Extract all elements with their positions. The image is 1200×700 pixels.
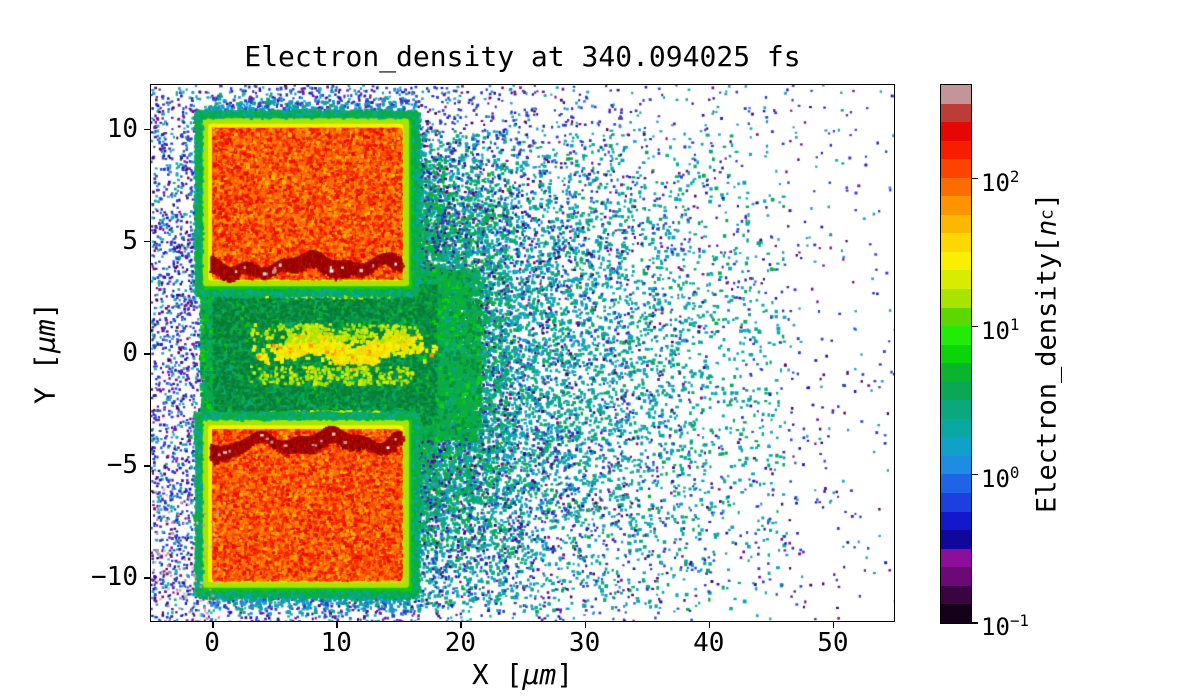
y-tick-mark	[144, 240, 150, 243]
x-tick-mark	[336, 622, 338, 628]
colorbar-tick-label: 100	[981, 462, 1020, 493]
colorbar-segment	[941, 474, 971, 494]
x-tick-mark	[212, 622, 214, 628]
colorbar-tick-mark	[972, 177, 978, 180]
colorbar-label-prefix: Electron_density[	[1031, 236, 1063, 513]
x-tick-mark	[460, 622, 462, 628]
colorbar-segment	[941, 270, 971, 290]
colorbar-segment	[941, 140, 971, 160]
colorbar-tick-mark	[972, 622, 978, 624]
x-tick-label: 30	[568, 628, 601, 658]
colorbar-segment	[941, 363, 971, 382]
colorbar-segment	[941, 493, 971, 512]
colorbar-segment	[941, 289, 971, 308]
colorbar-segment	[941, 511, 971, 531]
colorbar-segment	[941, 251, 971, 271]
colorbar-label: Electron_density[n c]	[1024, 84, 1070, 622]
colorbar-segment	[941, 381, 971, 401]
colorbar-tick-mark	[972, 473, 978, 476]
y-axis-label-prefix: Y [	[28, 353, 62, 404]
colorbar-segment	[941, 418, 971, 438]
y-tick-label: −10	[91, 562, 138, 593]
heatmap-canvas	[150, 84, 895, 622]
x-tick-label: 0	[204, 628, 220, 658]
x-axis-label-unit: μm	[522, 658, 557, 691]
colorbar-segment	[941, 307, 971, 327]
x-tick-label: 40	[693, 628, 725, 658]
x-tick-label: 50	[817, 628, 849, 658]
colorbar	[940, 84, 972, 624]
y-tick-label: 10	[106, 113, 138, 144]
y-axis-label-unit: μm	[28, 319, 62, 353]
colorbar-segment	[941, 400, 971, 419]
y-tick-label: 5	[122, 225, 138, 256]
x-axis-label: X [μm]	[150, 658, 895, 691]
colorbar-tick-label: 10−1	[981, 611, 1029, 641]
x-axis-label-suffix: ]	[556, 658, 574, 691]
colorbar-segment	[941, 344, 971, 364]
x-tick-label: 20	[444, 628, 477, 658]
y-tick-mark	[144, 128, 150, 131]
colorbar-label-suffix: ]	[1031, 193, 1063, 210]
colorbar-segment	[941, 604, 971, 623]
colorbar-tick-mark	[972, 325, 978, 328]
colorbar-label-var-sub: c	[1036, 209, 1058, 221]
colorbar-segment	[941, 122, 971, 141]
y-tick-label: 0	[122, 338, 138, 368]
colorbar-segment	[941, 567, 971, 586]
colorbar-segment	[941, 437, 971, 456]
colorbar-label-var: n	[1031, 220, 1063, 237]
y-axis-label: Y [μm]	[22, 84, 68, 622]
colorbar-segment	[941, 103, 971, 123]
x-axis-label-prefix: X [	[471, 658, 523, 691]
colorbar-segment	[941, 196, 971, 215]
x-tick-mark	[584, 622, 587, 628]
colorbar-segment	[941, 455, 971, 475]
colorbar-segment	[941, 214, 971, 234]
colorbar-segment	[941, 585, 971, 605]
y-tick-mark	[144, 577, 150, 579]
colorbar-segment	[941, 548, 971, 568]
colorbar-segment	[941, 159, 971, 178]
y-tick-mark	[144, 353, 150, 355]
y-axis-label-suffix: ]	[28, 302, 62, 320]
x-tick-mark	[708, 622, 711, 628]
y-tick-label: −5	[106, 450, 138, 481]
colorbar-segment	[941, 233, 971, 252]
colorbar-tick-label: 102	[981, 166, 1020, 197]
x-tick-mark	[832, 622, 835, 628]
colorbar-segment	[941, 85, 971, 104]
colorbar-segment	[941, 326, 971, 345]
plot-title: Electron_density at 340.094025 fs	[244, 40, 801, 73]
x-tick-label: 10	[320, 628, 352, 658]
colorbar-segment	[941, 177, 971, 197]
colorbar-tick-label: 101	[981, 314, 1020, 345]
y-tick-mark	[144, 465, 150, 467]
colorbar-segment	[941, 530, 971, 549]
